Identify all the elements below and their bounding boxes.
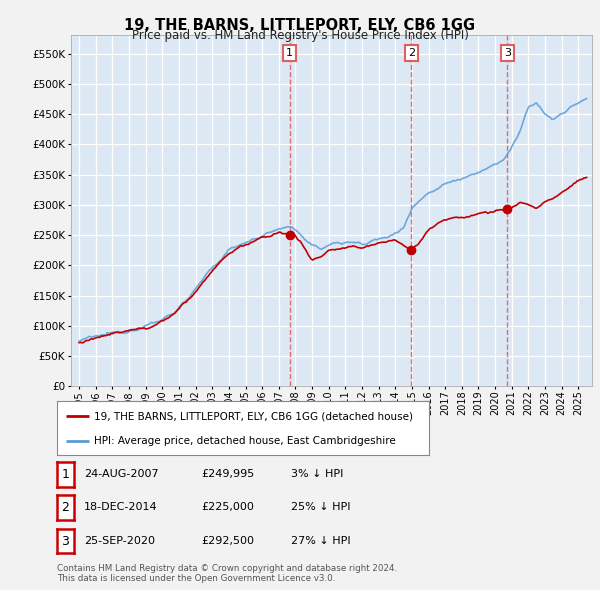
Text: 2: 2	[407, 48, 415, 58]
Text: Contains HM Land Registry data © Crown copyright and database right 2024.: Contains HM Land Registry data © Crown c…	[57, 565, 397, 573]
Text: 3: 3	[61, 535, 70, 548]
Text: 18-DEC-2014: 18-DEC-2014	[84, 503, 158, 512]
Text: 25% ↓ HPI: 25% ↓ HPI	[291, 503, 350, 512]
Text: 1: 1	[61, 468, 70, 481]
Text: 19, THE BARNS, LITTLEPORT, ELY, CB6 1GG: 19, THE BARNS, LITTLEPORT, ELY, CB6 1GG	[124, 18, 476, 32]
Text: £292,500: £292,500	[201, 536, 254, 546]
Text: 3% ↓ HPI: 3% ↓ HPI	[291, 470, 343, 479]
Text: HPI: Average price, detached house, East Cambridgeshire: HPI: Average price, detached house, East…	[94, 437, 396, 447]
Text: 1: 1	[286, 48, 293, 58]
Text: 2: 2	[61, 501, 70, 514]
Text: 27% ↓ HPI: 27% ↓ HPI	[291, 536, 350, 546]
Text: 25-SEP-2020: 25-SEP-2020	[84, 536, 155, 546]
Text: £225,000: £225,000	[201, 503, 254, 512]
Text: £249,995: £249,995	[201, 470, 254, 479]
Text: 24-AUG-2007: 24-AUG-2007	[84, 470, 158, 479]
Text: Price paid vs. HM Land Registry's House Price Index (HPI): Price paid vs. HM Land Registry's House …	[131, 30, 469, 42]
Text: 3: 3	[504, 48, 511, 58]
Text: This data is licensed under the Open Government Licence v3.0.: This data is licensed under the Open Gov…	[57, 574, 335, 583]
Text: 19, THE BARNS, LITTLEPORT, ELY, CB6 1GG (detached house): 19, THE BARNS, LITTLEPORT, ELY, CB6 1GG …	[94, 411, 413, 421]
